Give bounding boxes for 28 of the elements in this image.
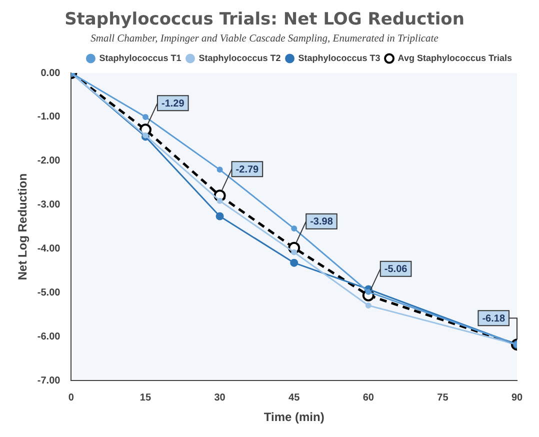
legend-label: Staphylococcus T3 [298,52,380,63]
legend-label: Staphylococcus T1 [99,52,182,63]
y-tick-label: -5.00 [37,287,61,298]
chart-title: Staphylococcus Trials: Net LOG Reduction [64,10,464,30]
data-label: -5.06 [384,264,408,276]
x-tick-label: 45 [288,392,300,404]
data-label: -1.29 [161,98,185,110]
chart-subtitle: Small Chamber, Impinger and Viable Cascade Sampling, Enumerated in Triplicate [90,33,439,44]
y-tick-label: -3.00 [37,200,61,211]
legend-label: Staphylococcus T2 [198,52,281,63]
y-tick-label: 0.00 [40,68,61,79]
x-tick-label: 90 [511,392,523,404]
x-axis-title: Time (min) [264,410,324,424]
x-tick-label: 15 [140,392,152,404]
data-label: -3.98 [310,216,334,228]
y-tick-label: -6.00 [37,331,61,342]
data-label: -2.79 [236,164,260,176]
y-tick-label: -2.00 [37,156,61,167]
x-tick-label: 60 [362,392,374,404]
x-tick-label: 30 [214,392,226,404]
x-tick-label: 0 [68,392,74,404]
y-tick-label: -4.00 [37,244,61,255]
legend-label: Avg Staphylococcus Trials [398,52,512,63]
y-tick-label: -1.00 [37,112,61,123]
y-axis-title: Net Log Reduction [16,173,30,280]
y-tick-label: -7.00 [37,375,61,386]
data-label: -6.18 [482,313,506,324]
x-tick-label: 75 [437,392,449,404]
